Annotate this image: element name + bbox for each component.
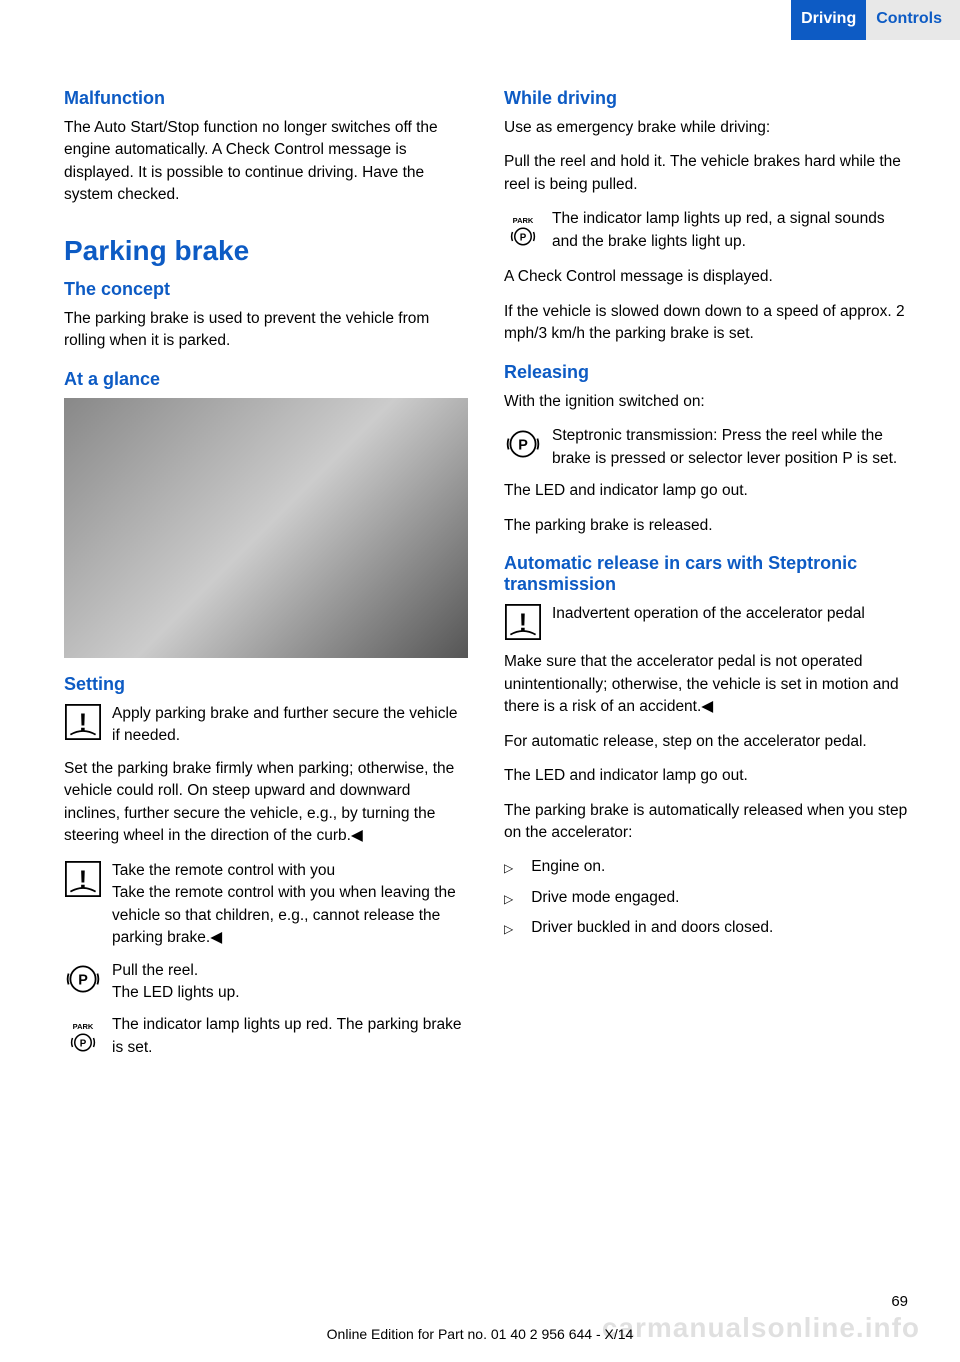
text-auto-4: The parking brake is automatically relea… <box>504 800 908 845</box>
warning-block-2: ! Take the remote control with you Take … <box>64 860 468 950</box>
indicator-wd-text: The indicator lamp lights up red, a sig­… <box>552 208 908 253</box>
content-area: Malfunction The Auto Start/Stop function… <box>0 40 960 1072</box>
warning-text-2a: Take the remote control with you <box>112 862 335 879</box>
reel-text: Pull the reel. The LED lights up. <box>112 960 468 1005</box>
text-rel-1: With the ignition switched on: <box>504 391 908 413</box>
svg-text:!: ! <box>79 866 87 894</box>
heading-malfunction: Malfunction <box>64 88 468 109</box>
warning-text-2b: Take the remote control with you when le… <box>112 884 456 946</box>
text-wd-1: Use as emergency brake while driving: <box>504 117 908 139</box>
led-lights-text: The LED lights up. <box>112 984 240 1001</box>
header-tab-driving: Driving <box>791 0 866 40</box>
warning-icon: ! <box>64 860 102 898</box>
text-auto-3: The LED and indicator lamp go out. <box>504 765 908 787</box>
bullet-marker-icon: ▷ <box>504 917 513 938</box>
parking-p-icon: P <box>504 425 542 463</box>
bullet-marker-icon: ▷ <box>504 887 513 908</box>
svg-text:P: P <box>80 1039 87 1050</box>
auto-release-bullets: ▷ Engine on. ▷ Drive mode engaged. ▷ Driver… <box>504 856 908 939</box>
pull-reel-text: Pull the reel. <box>112 962 198 979</box>
releasing-icon-block: P Steptronic transmission: Press the ree… <box>504 425 908 470</box>
watermark: carmanualsonline.info <box>602 1312 920 1344</box>
header-tab-controls: Controls <box>866 0 960 40</box>
svg-text:PARK: PARK <box>73 1022 94 1031</box>
heading-auto-release: Automatic release in cars with Steptroni… <box>504 553 908 595</box>
heading-setting: Setting <box>64 674 468 695</box>
left-column: Malfunction The Auto Start/Stop function… <box>64 88 468 1072</box>
text-rel-2: The LED and indicator lamp go out. <box>504 480 908 502</box>
parking-brake-image <box>64 398 468 658</box>
warning-block-1: ! Apply parking brake and further secure… <box>64 703 468 748</box>
releasing-step-text: Steptronic transmission: Press the reel … <box>552 425 908 470</box>
bullet-marker-icon: ▷ <box>504 856 513 877</box>
svg-text:P: P <box>520 233 527 244</box>
list-item: ▷ Drive mode engaged. <box>504 887 908 909</box>
park-indicator-icon: PARK P <box>504 208 542 256</box>
list-item: ▷ Driver buckled in and doors closed. <box>504 917 908 939</box>
text-wd-3: A Check Control message is displayed. <box>504 266 908 288</box>
park-indicator-block: PARK P The indicator lamp lights up red. … <box>64 1014 468 1062</box>
warning-text-2: Take the remote control with you Take th… <box>112 860 468 950</box>
svg-text:P: P <box>518 438 528 454</box>
text-auto-1: Make sure that the accelerator pedal is … <box>504 651 908 718</box>
bullet-text: Engine on. <box>531 856 605 878</box>
heading-concept: The concept <box>64 279 468 300</box>
bullet-text: Driver buckled in and doors closed. <box>531 917 773 939</box>
text-setting-1: Set the parking brake firmly when parkin… <box>64 758 468 848</box>
page-number: 69 <box>891 1293 908 1310</box>
indicator-red-text: The indicator lamp lights up red. The pa… <box>112 1014 468 1059</box>
text-rel-3: The parking brake is released. <box>504 515 908 537</box>
list-item: ▷ Engine on. <box>504 856 908 878</box>
warning-icon: ! <box>64 703 102 741</box>
warning-auto-text: Inadvertent operation of the accelerator… <box>552 603 908 625</box>
warning-icon: ! <box>504 603 542 641</box>
text-auto-2: For automatic release, step on the accel… <box>504 731 908 753</box>
svg-text:P: P <box>78 972 88 988</box>
heading-at-a-glance: At a glance <box>64 369 468 390</box>
text-malfunction: The Auto Start/Stop function no longer s… <box>64 117 468 207</box>
text-concept: The parking brake is used to prevent the… <box>64 308 468 353</box>
heading-parking-brake: Parking brake <box>64 235 468 267</box>
parking-p-icon: P <box>64 960 102 998</box>
svg-text:PARK: PARK <box>513 216 534 225</box>
text-wd-2: Pull the reel and hold it. The vehicle b… <box>504 151 908 196</box>
park-indicator-block-right: PARK P The indicator lamp lights up red, … <box>504 208 908 256</box>
bullet-text: Drive mode engaged. <box>531 887 679 909</box>
heading-releasing: Releasing <box>504 362 908 383</box>
heading-while-driving: While driving <box>504 88 908 109</box>
warning-block-auto: ! Inadvertent operation of the accelerat… <box>504 603 908 641</box>
svg-text:!: ! <box>519 609 527 637</box>
page-header: Driving Controls <box>0 0 960 40</box>
park-indicator-icon: PARK P <box>64 1014 102 1062</box>
right-column: While driving Use as emergency brake whi… <box>504 88 908 1072</box>
warning-text-1: Apply parking brake and further secure t… <box>112 703 468 748</box>
svg-text:!: ! <box>79 709 87 737</box>
text-wd-4: If the vehicle is slowed down down to a … <box>504 301 908 346</box>
reel-block: P Pull the reel. The LED lights up. <box>64 960 468 1005</box>
